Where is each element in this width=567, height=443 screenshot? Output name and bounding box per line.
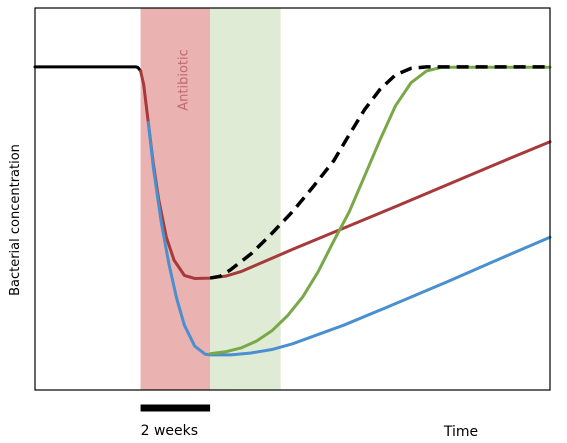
shaded-region-labels: Antibiotic (176, 49, 191, 111)
shaded-region-label-1: Antibiotic (176, 49, 191, 111)
plot-frame (34, 7, 551, 391)
shaded-region-2 (210, 8, 281, 390)
series-line-5 (209, 65, 550, 280)
series-line-4 (208, 65, 552, 356)
shaded-region-1 (140, 8, 211, 390)
series-line-3 (146, 121, 552, 357)
x-axis-label: Time (443, 424, 478, 440)
series-line-1 (33, 65, 143, 73)
scale-bar-label: 2 weeks (141, 423, 198, 439)
series-lines (33, 65, 552, 357)
shaded-regions (140, 8, 281, 390)
y-axis-label: Bacterial concentration (8, 144, 23, 296)
